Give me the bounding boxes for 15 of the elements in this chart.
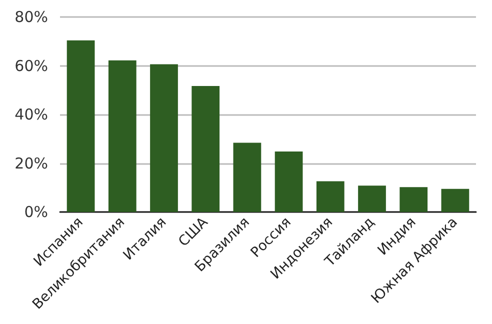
bar (441, 188, 470, 212)
bar (192, 86, 220, 212)
y-tick-label: 0% (24, 203, 48, 221)
y-tick-label: 40% (14, 106, 48, 124)
y-tick-label: 80% (14, 8, 48, 26)
bar (233, 142, 262, 212)
y-tick-label: 60% (14, 56, 48, 75)
bar (108, 60, 136, 212)
bar (150, 64, 178, 212)
bar (316, 181, 344, 212)
bar (400, 187, 428, 212)
bar (274, 152, 303, 212)
bar (358, 186, 386, 212)
bar (66, 40, 95, 212)
y-tick-label: 20% (14, 154, 48, 172)
